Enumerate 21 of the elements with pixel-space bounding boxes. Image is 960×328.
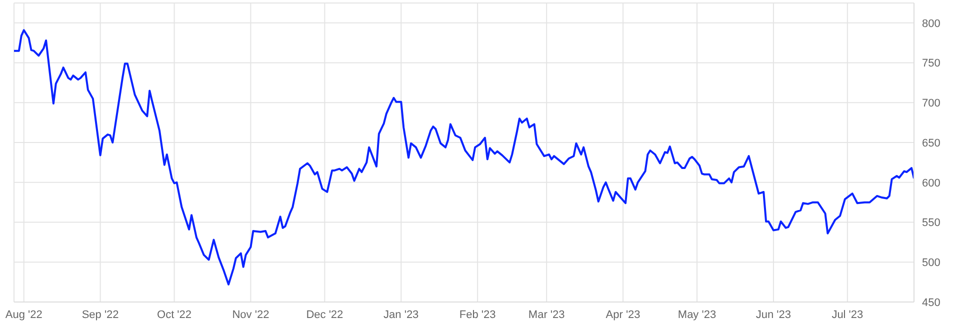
y-tick-label: 650 <box>922 137 940 150</box>
y-tick-label: 800 <box>922 18 940 30</box>
x-tick-label: Jun '23 <box>756 308 792 321</box>
x-tick-label: Oct '22 <box>157 308 192 321</box>
x-tick-label: Mar '23 <box>528 308 565 321</box>
y-tick-label: 750 <box>922 58 940 70</box>
x-tick-label: Nov '22 <box>232 308 270 321</box>
x-tick-label: Feb '23 <box>459 308 496 321</box>
x-tick-label: Apr '23 <box>606 308 640 321</box>
y-tick-label: 700 <box>922 98 940 110</box>
x-tick-label: Sep '22 <box>82 308 119 321</box>
x-tick-label: Dec '22 <box>306 308 344 321</box>
x-tick-label: Aug '22 <box>5 308 42 321</box>
y-tick-label: 500 <box>922 257 940 270</box>
x-tick-label: Jan '23 <box>384 308 419 321</box>
x-tick-label: May '23 <box>678 308 716 321</box>
y-tick-label: 450 <box>922 296 940 309</box>
x-tick-label: Jul '23 <box>832 308 864 321</box>
y-tick-label: 600 <box>922 177 940 190</box>
y-tick-label: 550 <box>922 217 940 230</box>
line-series <box>14 29 914 286</box>
